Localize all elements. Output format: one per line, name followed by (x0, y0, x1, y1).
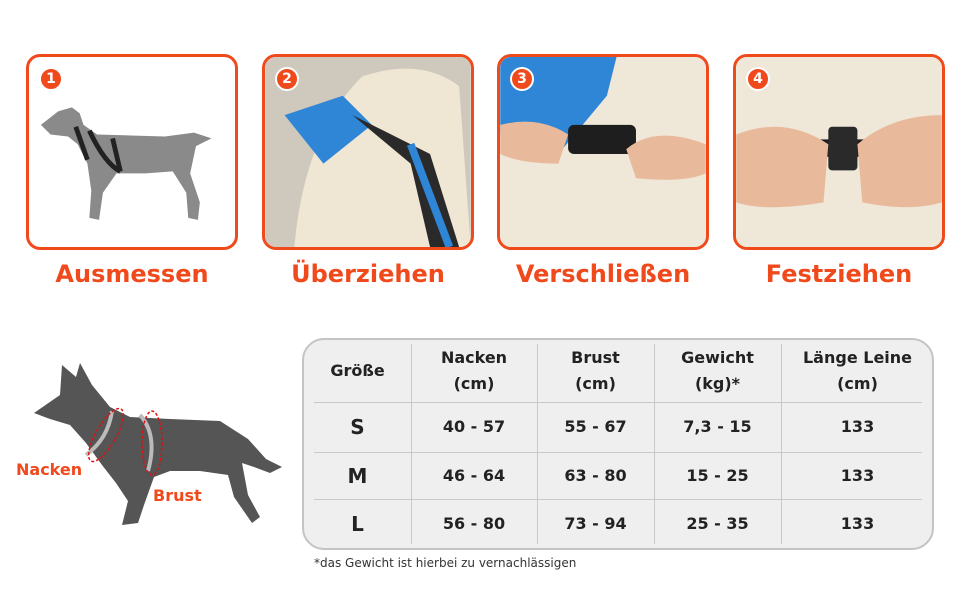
step-number-badge: 4 (746, 67, 770, 91)
measuring-dog-illustration (40, 107, 212, 220)
table-header: Nacken (cm) (440, 348, 508, 393)
table-cell: 73 - 94 (564, 513, 627, 533)
step-number-badge: 1 (39, 67, 63, 91)
dog-measurement-diagram (34, 363, 282, 525)
table-header: Gewicht (kg)* (681, 348, 754, 393)
step-label-measure: Ausmessen (55, 260, 209, 288)
step-label-close: Verschließen (515, 260, 691, 288)
table-cell: 25 - 35 (686, 513, 749, 533)
table-cell: 46 - 64 (442, 465, 506, 485)
table-cell: 63 - 80 (564, 465, 627, 485)
table-cell: M (347, 463, 368, 488)
table-cell: 133 (840, 513, 875, 533)
table-cell: 133 (840, 465, 875, 485)
table-cell: 133 (840, 417, 875, 436)
step-card-4: 4 (733, 54, 945, 250)
step-card-2: 2 (262, 54, 474, 250)
table-header: Größe (330, 361, 385, 380)
step-card-3: 3 (497, 54, 709, 250)
step-label-put-on: Überziehen (291, 260, 445, 288)
table-cell: L (351, 511, 364, 536)
step-card-1: 1 (26, 54, 238, 250)
closing-buckle-photo (500, 57, 706, 247)
step-number-badge: 2 (275, 67, 299, 91)
step-number-badge: 3 (510, 67, 534, 91)
table-cell: 55 - 67 (564, 417, 627, 436)
size-table: Größe Nacken (cm) Brust (cm) Gewicht (kg)* L… (302, 338, 934, 550)
table-cell: 15 - 25 (686, 465, 749, 485)
table-header: Länge Leine (cm) (802, 348, 913, 393)
table-header: Brust (cm) (571, 348, 620, 393)
chest-label: Brust (153, 486, 202, 505)
table-cell: 7,3 - 15 (683, 417, 752, 436)
table-cell: S (350, 415, 365, 439)
tightening-strap-photo (736, 57, 942, 247)
table-cell: 40 - 57 (442, 417, 506, 436)
footnote: *das Gewicht ist hierbei zu vernachlässi… (314, 556, 577, 570)
step-label-tighten: Festziehen (765, 260, 913, 288)
table-cell: 56 - 80 (442, 513, 506, 533)
putting-on-harness-photo (265, 57, 471, 247)
neck-label: Nacken (16, 460, 83, 479)
